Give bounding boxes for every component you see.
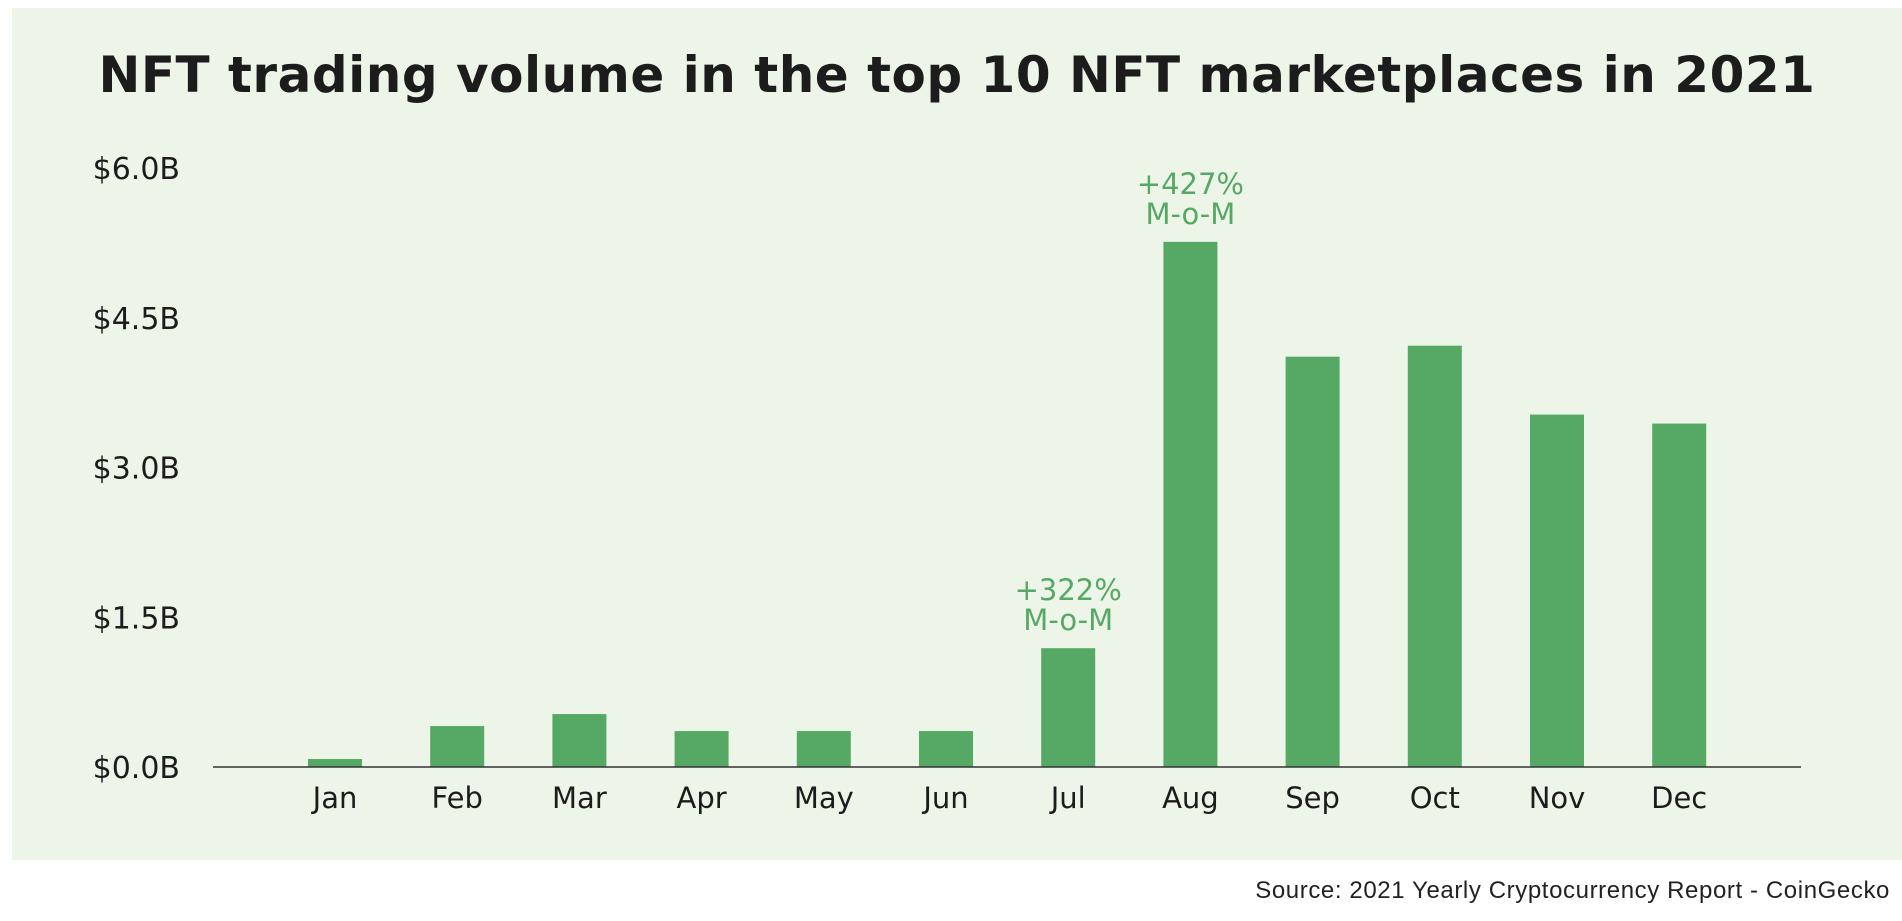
x-tick-label: Oct (1410, 781, 1460, 815)
bar-dec (1652, 423, 1707, 767)
source-credit: Source: 2021 Yearly Cryptocurrency Repor… (1255, 877, 1890, 904)
y-tick-label: $1.5B (93, 601, 180, 636)
x-tick-label: Sep (1285, 781, 1340, 815)
bar-sep (1285, 356, 1340, 767)
bar-jul (1041, 648, 1096, 767)
x-tick-label: Aug (1162, 781, 1219, 815)
y-tick-label: $3.0B (93, 452, 180, 487)
bar-feb (430, 726, 485, 767)
x-tick-label: Jun (921, 781, 968, 815)
bar-nov (1530, 414, 1584, 767)
bar-apr (674, 731, 729, 767)
bar-mar (552, 714, 607, 767)
annotation-aug: +427% (1137, 167, 1244, 201)
y-tick-label: $4.5B (93, 302, 180, 337)
bar-jun (919, 731, 973, 767)
x-tick-label: May (794, 781, 854, 815)
y-tick-label: $6.0B (93, 152, 180, 187)
bar-aug (1163, 241, 1218, 768)
annotation-jul: +322% (1015, 573, 1122, 607)
chart-title: NFT trading volume in the top 10 NFT mar… (98, 46, 1816, 104)
x-tick-label: Feb (432, 781, 483, 815)
x-tick-label: Apr (677, 781, 727, 815)
annotation-jul: M-o-M (1023, 603, 1113, 637)
x-tick-label: Jul (1049, 781, 1086, 815)
bar-jan (308, 759, 362, 767)
bar-may (796, 731, 851, 767)
x-tick-label: Nov (1529, 781, 1586, 815)
bar-oct (1407, 345, 1462, 767)
x-tick-label: Jan (311, 781, 358, 815)
y-tick-label: $0.0B (93, 751, 180, 786)
chart-panel (12, 8, 1902, 860)
annotation-aug: M-o-M (1146, 197, 1236, 231)
x-tick-label: Mar (552, 781, 607, 815)
x-tick-label: Dec (1651, 781, 1707, 815)
